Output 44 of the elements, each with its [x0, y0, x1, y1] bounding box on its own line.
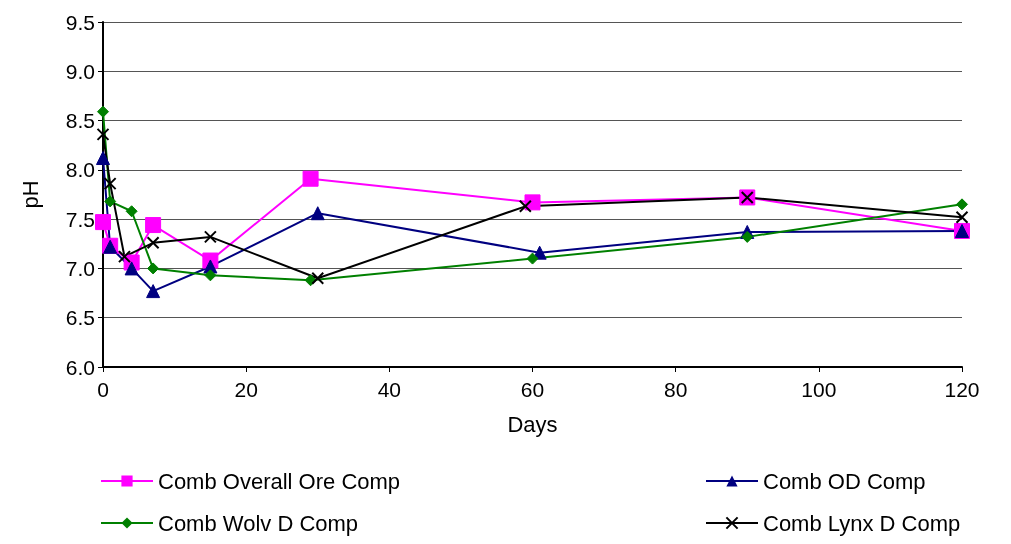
- point: [104, 195, 117, 208]
- x-tick-label: 100: [801, 378, 837, 401]
- y-tick-label: 9.0: [65, 59, 95, 83]
- point: [741, 230, 754, 243]
- y-tick-label: 6.0: [65, 355, 95, 379]
- x-tick-label: 80: [663, 378, 688, 401]
- y-tick-label: 7.5: [65, 207, 95, 231]
- x-tick-label: 60: [520, 378, 545, 401]
- point: [125, 205, 138, 218]
- y-axis-title: pH: [17, 180, 43, 209]
- point: [124, 261, 139, 276]
- legend-label: Comb Wolv D Comp: [158, 510, 359, 536]
- y-tick-label: 6.5: [65, 306, 95, 330]
- x-tick-label: 20: [234, 378, 258, 401]
- point: [311, 271, 325, 285]
- x-tick-label: 40: [377, 378, 402, 401]
- x-axis-title: Days: [507, 411, 558, 437]
- legend-label: Comb Overall Ore Comp: [158, 468, 401, 494]
- legend-label: Comb OD Comp: [763, 468, 926, 494]
- x-tick-label: 120: [944, 378, 980, 401]
- y-tick-label: 8.5: [65, 109, 95, 133]
- point: [146, 236, 160, 250]
- point: [103, 177, 117, 191]
- y-tick-label: 8.0: [65, 158, 95, 182]
- point: [97, 105, 109, 118]
- point: [117, 250, 131, 264]
- y-tick-label: 9.5: [65, 10, 95, 34]
- point: [146, 284, 161, 299]
- legend-label: Comb Lynx D Comp: [763, 510, 961, 536]
- point: [955, 210, 969, 224]
- point: [145, 217, 162, 234]
- y-tick-label: 7.0: [65, 256, 95, 280]
- point: [956, 198, 968, 211]
- point: [96, 151, 110, 166]
- point: [302, 170, 319, 187]
- point: [96, 127, 110, 141]
- point: [147, 262, 160, 275]
- point: [95, 214, 111, 231]
- point: [526, 252, 539, 265]
- point: [204, 269, 217, 282]
- point: [310, 206, 325, 221]
- point: [518, 199, 532, 213]
- x-tick-label: 0: [97, 378, 109, 401]
- point: [203, 230, 217, 244]
